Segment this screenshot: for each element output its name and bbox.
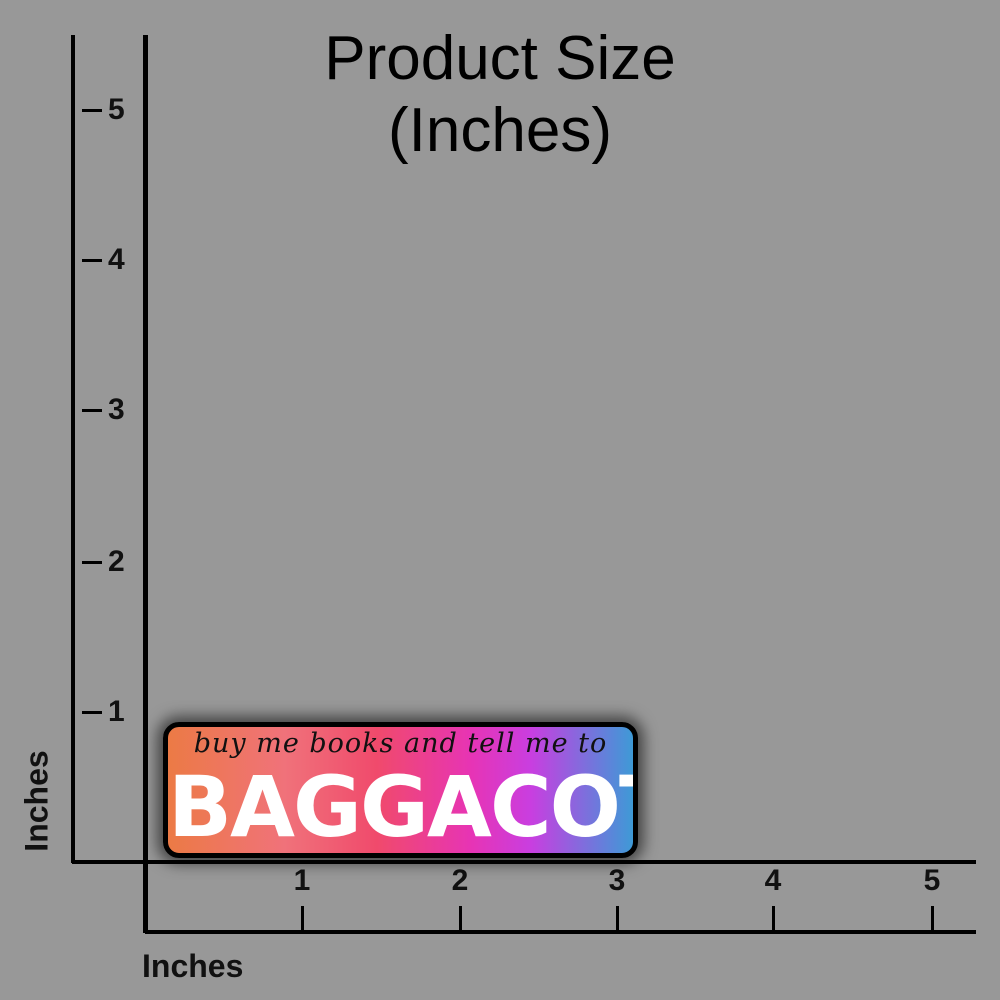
x-tick-mark: [931, 906, 934, 930]
y-tick-mark: [82, 259, 102, 262]
sticker-script-text: buy me books and tell me to: [193, 728, 608, 759]
x-tick-label: 4: [764, 864, 782, 897]
y-axis-line: [143, 35, 148, 933]
left-outer-line: [71, 35, 75, 863]
sticker-main-text: BAGGACOTD: [168, 758, 633, 856]
y-tick-mark: [82, 409, 102, 412]
y-tick-label: 3: [108, 393, 125, 426]
x-tick-label: 5: [923, 864, 941, 897]
title-line2: (Inches): [388, 96, 612, 165]
y-tick-mark: [82, 711, 102, 714]
x-tick-mark: [459, 906, 462, 930]
x-axis-title: Inches: [142, 948, 244, 984]
y-tick-mark: [82, 109, 102, 112]
x-tick-label: 2: [451, 864, 469, 897]
product-sticker: buy me books and tell me to BAGGACOTD: [163, 722, 638, 858]
y-tick-label: 5: [108, 93, 125, 126]
y-tick-label: 4: [108, 243, 125, 276]
title-line1: Product Size: [324, 24, 676, 93]
x-tick-mark: [772, 906, 775, 930]
y-axis-title: Inches: [18, 750, 55, 852]
x-tick-mark: [616, 906, 619, 930]
x-axis-line: [72, 860, 976, 864]
y-tick-mark: [82, 561, 102, 564]
y-tick-label: 1: [108, 695, 125, 728]
x-tick-label: 3: [608, 864, 626, 897]
y-tick-label: 2: [108, 545, 125, 578]
bottom-line: [145, 930, 976, 934]
x-tick-mark: [301, 906, 304, 930]
x-tick-label: 1: [293, 864, 311, 897]
